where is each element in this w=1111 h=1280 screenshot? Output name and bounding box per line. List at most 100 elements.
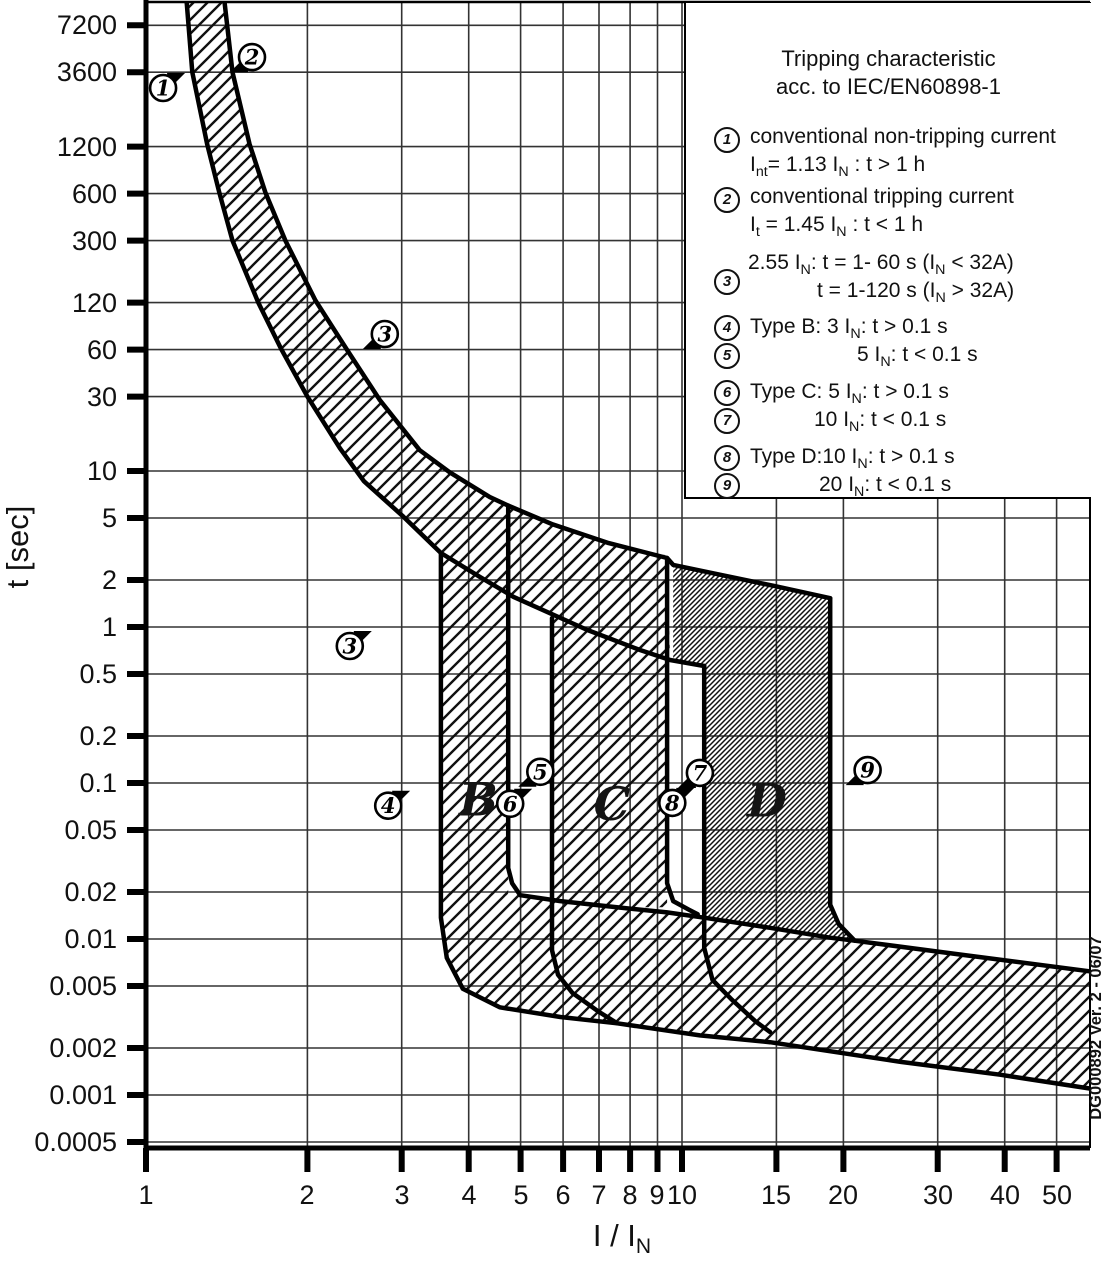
x-tick-label-3: 3 [394, 1180, 410, 1210]
legend-item-number-icon: 5 [714, 343, 740, 369]
legend-item-number-icon: 1 [714, 127, 740, 153]
upper-limit-curve [222, 2, 833, 601]
band-letter-C: C [594, 777, 631, 831]
bottom-band [440, 888, 1090, 1089]
x-tick-label-1: 1 [138, 1180, 154, 1210]
marker-6: 6 [495, 788, 533, 819]
legend-item-text: 5 IN: t < 0.1 s [857, 343, 978, 371]
legend-item-text: Type B: 3 IN: t > 0.1 s [750, 315, 948, 343]
y-tick-label-1: 1 [101, 612, 117, 642]
y-tick-label-60: 60 [86, 335, 117, 365]
legend-item-number-icon: 6 [714, 380, 740, 406]
y-tick-label-0.02: 0.02 [64, 877, 117, 907]
legend-item-text: Type C: 5 IN: t > 0.1 s [750, 380, 949, 408]
svg-text:3: 3 [342, 634, 357, 659]
y-tick-label-0.001: 0.001 [49, 1080, 117, 1110]
y-tick-label-600: 600 [71, 179, 117, 209]
y-tick-label-3600: 3600 [56, 57, 117, 87]
c-band [552, 554, 668, 908]
marker-5: 5 [518, 757, 555, 787]
b-lower-limit [438, 550, 1090, 1091]
x-tick-label-8: 8 [622, 1180, 638, 1210]
x-tick-label-9: 9 [649, 1180, 665, 1210]
axis-ticks [127, 22, 1060, 1172]
svg-text:1: 1 [156, 76, 171, 101]
y-tick-label-0.005: 0.005 [49, 971, 117, 1001]
marker-1: 1 [148, 73, 186, 103]
svg-text:7: 7 [693, 760, 708, 785]
legend-item-text: Type D:10 IN: t > 0.1 s [750, 445, 955, 473]
legend-item-text: 10 IN: t < 0.1 s [814, 408, 947, 436]
legend-item-number-icon: 2 [714, 187, 740, 213]
legend-item-number-icon: 7 [714, 408, 740, 434]
legend-item-text: conventional tripping current [750, 185, 1014, 208]
d-lower-limit [701, 663, 773, 1035]
y-tick-label-5: 5 [101, 503, 117, 533]
y-tick-label-0.2: 0.2 [79, 721, 117, 751]
marker-4: 4 [373, 790, 411, 821]
marker-8: 8 [657, 787, 695, 818]
x-axis-title: I / IN [592, 1218, 652, 1259]
x-tick-label-6: 6 [555, 1180, 571, 1210]
legend-title: Tripping characteristic acc. to IEC/EN60… [686, 45, 1091, 101]
y-tick-label-0.01: 0.01 [64, 924, 117, 954]
d-band [673, 564, 855, 941]
y-tick-label-300: 300 [71, 226, 117, 256]
legend-box: Tripping characteristic acc. to IEC/EN60… [684, 3, 1091, 500]
y-tick-label-7200: 7200 [56, 10, 117, 40]
doc-number: DG000892 Ver. 2 - 06/07 [1087, 936, 1105, 1119]
svg-text:3: 3 [377, 322, 392, 347]
marker-3: 3 [335, 631, 372, 661]
marker-3: 3 [362, 319, 400, 349]
y-tick-label-1200: 1200 [56, 132, 117, 162]
legend-item-text: 2.55 IN: t = 1- 60 s (IN < 32A) [748, 251, 1014, 279]
legend-title-line2: acc. to IEC/EN60898-1 [775, 74, 1001, 99]
svg-text:6: 6 [503, 791, 518, 816]
legend-item-text: t = 1-120 s (IN > 32A) [817, 279, 1015, 307]
legend-item-text: conventional non-tripping current [750, 125, 1056, 148]
b-band [440, 505, 509, 896]
x-tick-label-5: 5 [513, 1180, 529, 1210]
y-tick-label-0.5: 0.5 [79, 659, 117, 689]
svg-text:4: 4 [381, 793, 396, 818]
y-tick-label-2: 2 [101, 565, 117, 595]
marker-9: 9 [845, 755, 882, 786]
x-tick-label-2: 2 [299, 1180, 315, 1210]
marker-2: 2 [230, 42, 267, 73]
marker-7: 7 [677, 758, 715, 788]
legend-item-number-icon: 3 [714, 269, 740, 295]
legend-title-line1: Tripping characteristic [781, 46, 996, 71]
svg-text:2: 2 [244, 45, 260, 70]
y-axis-title: t [sec] [0, 505, 35, 589]
legend-item-text: Int= 1.13 IN : t > 1 h [750, 153, 926, 181]
legend-item-number-icon: 9 [714, 473, 740, 499]
legend-item-text: 20 IN: t < 0.1 s [819, 473, 952, 501]
c-lower-limit [549, 615, 620, 1026]
x-tick-label-4: 4 [461, 1180, 477, 1210]
legend-item-number-icon: 8 [714, 445, 740, 471]
d-upper-limit [827, 595, 857, 943]
c-upper-limit [664, 555, 700, 917]
x-tick-label-15: 15 [760, 1180, 792, 1210]
legend-item-number-icon: 4 [714, 315, 740, 341]
y-tick-label-0.1: 0.1 [79, 768, 117, 798]
x-tick-label-50: 50 [1041, 1180, 1073, 1210]
y-tick-label-10: 10 [86, 456, 117, 486]
y-tick-label-0.05: 0.05 [64, 815, 117, 845]
svg-text:8: 8 [664, 790, 680, 815]
x-tick-label-40: 40 [989, 1180, 1021, 1210]
x-tick-label-30: 30 [922, 1180, 954, 1210]
y-tick-label-0.002: 0.002 [49, 1033, 117, 1063]
svg-text:5: 5 [533, 759, 548, 784]
y-tick-label-30: 30 [86, 382, 117, 412]
legend-item-text: It = 1.45 IN : t < 1 h [750, 213, 924, 241]
x-tick-label-7: 7 [591, 1180, 607, 1210]
x-tick-label-10: 10 [666, 1180, 698, 1210]
lower-limit-curve [184, 2, 707, 669]
svg-text:9: 9 [860, 758, 875, 783]
band-letter-B: B [457, 772, 498, 826]
y-tick-label-0.0005: 0.0005 [34, 1127, 117, 1157]
x-tick-label-20: 20 [827, 1180, 859, 1210]
y-tick-label-120: 120 [71, 288, 117, 318]
